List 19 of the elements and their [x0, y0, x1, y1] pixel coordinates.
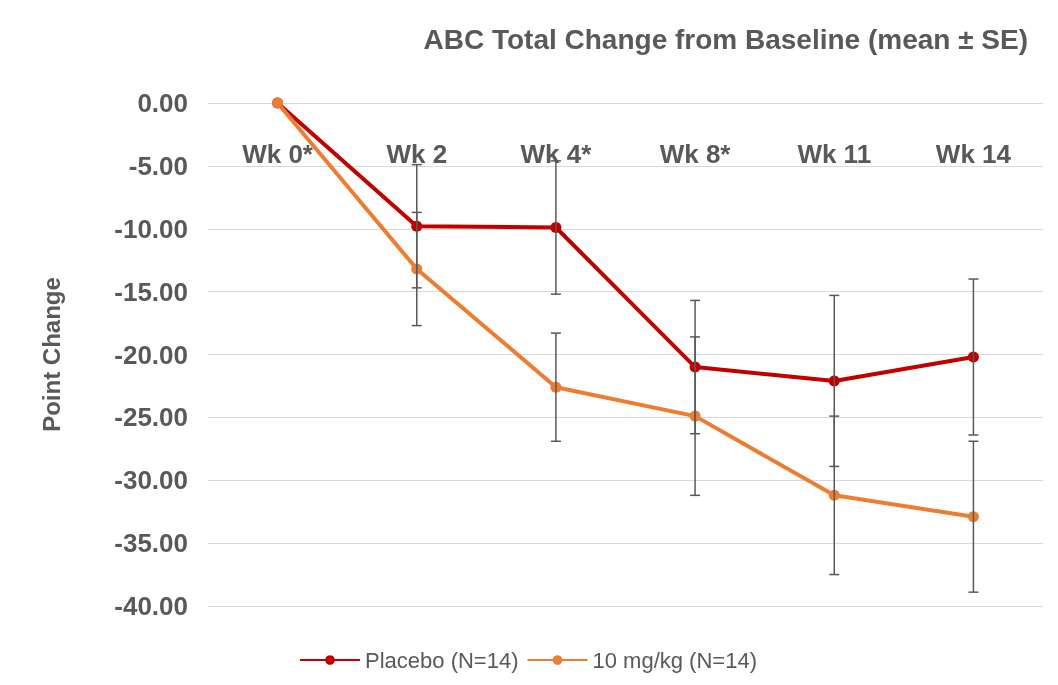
- y-tick-label: -15.00: [114, 276, 188, 307]
- x-tick-label: Wk 11: [797, 139, 872, 169]
- chart-title: ABC Total Change from Baseline (mean ± SE): [423, 23, 1029, 55]
- x-tick-label: Wk 0*: [242, 139, 314, 169]
- y-tick-label: 0.00: [137, 88, 188, 118]
- x-tick-label: Wk 2: [386, 139, 448, 169]
- y-tick-label: -20.00: [114, 339, 188, 370]
- legend-label: 10 mg/kg (N=14): [592, 647, 757, 673]
- y-axis-title: Point Change: [37, 277, 65, 432]
- y-tick-label: -30.00: [114, 465, 188, 496]
- y-tick-label: -40.00: [114, 591, 188, 621]
- x-tick-label: Wk 14: [935, 139, 1012, 169]
- y-tick-label: -5.00: [128, 150, 188, 181]
- x-tick-label: Wk 8*: [659, 139, 732, 169]
- y-tick-label: -10.00: [114, 213, 188, 244]
- legend-label: Placebo (N=14): [365, 647, 519, 673]
- y-tick-label: -35.00: [114, 528, 188, 559]
- y-tick-label: -25.00: [114, 402, 188, 433]
- x-tick-label: Wk 4*: [520, 139, 593, 169]
